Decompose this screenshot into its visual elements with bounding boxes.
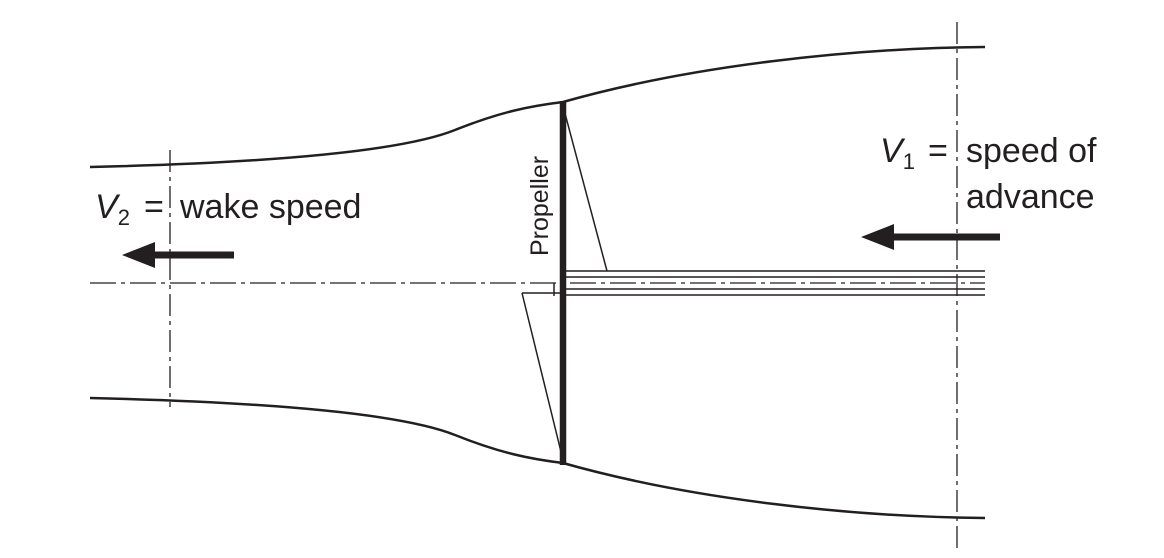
advance-text: advance: [966, 178, 1095, 216]
v1-subscript: 1: [903, 149, 915, 174]
v1-symbol: V: [880, 132, 906, 170]
arrow-left-icon: [861, 224, 1000, 250]
propeller-blade-outline: [521, 105, 608, 461]
propeller-shaft: [565, 270, 985, 296]
speed-of-text: speed of: [966, 132, 1097, 170]
v2-subscript: 2: [118, 205, 130, 230]
slipstream-upper-boundary: [89, 45, 986, 169]
arrow-left-icon: [122, 242, 234, 268]
wake-speed-label: V2 = wake speed: [95, 188, 361, 230]
wake-speed-text: wake speed: [179, 188, 361, 226]
slipstream-lower-boundary: [89, 396, 986, 520]
v2-equals: =: [144, 188, 164, 226]
advance-speed-label: V1 = speed of: [880, 132, 1097, 174]
propeller-label: Propeller: [526, 156, 554, 256]
v2-symbol: V: [95, 188, 121, 226]
propeller-hub: [522, 283, 560, 296]
v1-equals: =: [928, 132, 948, 170]
